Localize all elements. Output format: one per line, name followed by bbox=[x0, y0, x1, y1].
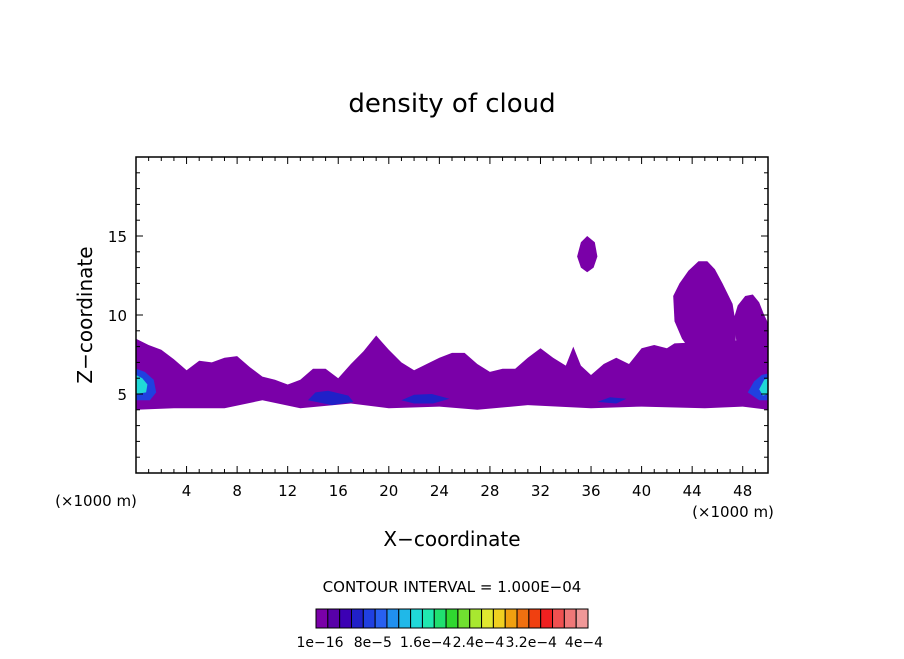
colorbar-swatch bbox=[315, 608, 329, 629]
y-tick-label: 15 bbox=[108, 228, 127, 246]
x-tick-label: 16 bbox=[329, 482, 348, 500]
x-tick-label: 48 bbox=[733, 482, 752, 500]
x-tick-label: 24 bbox=[430, 482, 449, 500]
colorbar-label: 3.2e−4 bbox=[505, 635, 557, 651]
colorbar-swatch bbox=[386, 608, 400, 629]
colorbar-swatch bbox=[457, 608, 471, 629]
colorbar-label: 4e−4 bbox=[565, 635, 603, 651]
colorbar-swatch bbox=[575, 608, 589, 629]
tick-marks bbox=[136, 157, 768, 473]
plot-frame bbox=[135, 156, 769, 474]
colorbar-swatch bbox=[469, 608, 483, 629]
colorbar-label: 8e−5 bbox=[354, 635, 392, 651]
x-tick-label: 44 bbox=[683, 482, 702, 500]
cloud-core-22 bbox=[401, 394, 450, 404]
y-tick-label: 10 bbox=[108, 307, 127, 325]
colorbar-swatch bbox=[528, 608, 542, 629]
cloud-core-right-inner bbox=[759, 378, 768, 396]
y-axis-label: Z−coordinate bbox=[73, 246, 97, 383]
contour-interval-text: CONTOUR INTERVAL = 1.000E−04 bbox=[323, 578, 582, 596]
colorbar-swatch bbox=[552, 608, 565, 629]
colorbar-swatch bbox=[350, 608, 364, 629]
x-unit-label: (×1000 m) bbox=[55, 492, 137, 510]
colorbar-label: 1e−16 bbox=[296, 635, 343, 651]
colorbar-swatch bbox=[410, 608, 423, 629]
cloud-core-37 bbox=[597, 397, 627, 404]
chart-title: density of cloud bbox=[348, 89, 555, 119]
x-tick-label: 4 bbox=[182, 482, 192, 500]
x-tick-label: 36 bbox=[581, 482, 600, 500]
colorbar-swatch bbox=[421, 608, 435, 629]
z-unit-label: (×1000 m) bbox=[692, 503, 774, 521]
x-axis-label: X−coordinate bbox=[383, 527, 520, 551]
contour-field bbox=[136, 236, 768, 410]
colorbar-swatch bbox=[339, 608, 352, 629]
x-tick-label: 40 bbox=[632, 482, 651, 500]
y-tick-label: 5 bbox=[117, 386, 127, 404]
colorbar-swatch bbox=[374, 608, 388, 629]
colorbar-swatch bbox=[362, 608, 376, 629]
cloud-tower bbox=[673, 261, 737, 374]
cloud-core-16 bbox=[307, 390, 354, 406]
colorbar-swatch bbox=[398, 608, 412, 629]
colorbar-swatch bbox=[327, 608, 341, 629]
x-tick-label: 12 bbox=[278, 482, 297, 500]
colorbar-swatch bbox=[492, 608, 506, 629]
x-tick-label: 28 bbox=[480, 482, 499, 500]
colorbar-swatch bbox=[445, 608, 459, 629]
colorbar-labels: 1e−16 8e−5 1.6e−4 2.4e−4 3.2e−4 4e−4 bbox=[296, 635, 603, 651]
colorbar-swatch bbox=[540, 608, 554, 629]
colorbar-label: 2.4e−4 bbox=[453, 635, 505, 651]
colorbar-swatch bbox=[516, 608, 530, 629]
cloud-band bbox=[136, 335, 768, 410]
colorbar-swatch bbox=[481, 608, 494, 629]
x-tick-label: 8 bbox=[232, 482, 242, 500]
colorbar-swatch bbox=[563, 608, 577, 629]
colorbar-label: 1.6e−4 bbox=[400, 635, 452, 651]
colorbar bbox=[315, 608, 589, 629]
cloud-core-left-inner bbox=[136, 375, 148, 394]
x-tick-label: 32 bbox=[531, 482, 550, 500]
cloud-patch bbox=[577, 236, 598, 273]
colorbar-swatch bbox=[433, 608, 447, 629]
cloud-tower-right bbox=[733, 294, 768, 371]
x-tick-label: 20 bbox=[379, 482, 398, 500]
colorbar-swatch bbox=[504, 608, 518, 629]
